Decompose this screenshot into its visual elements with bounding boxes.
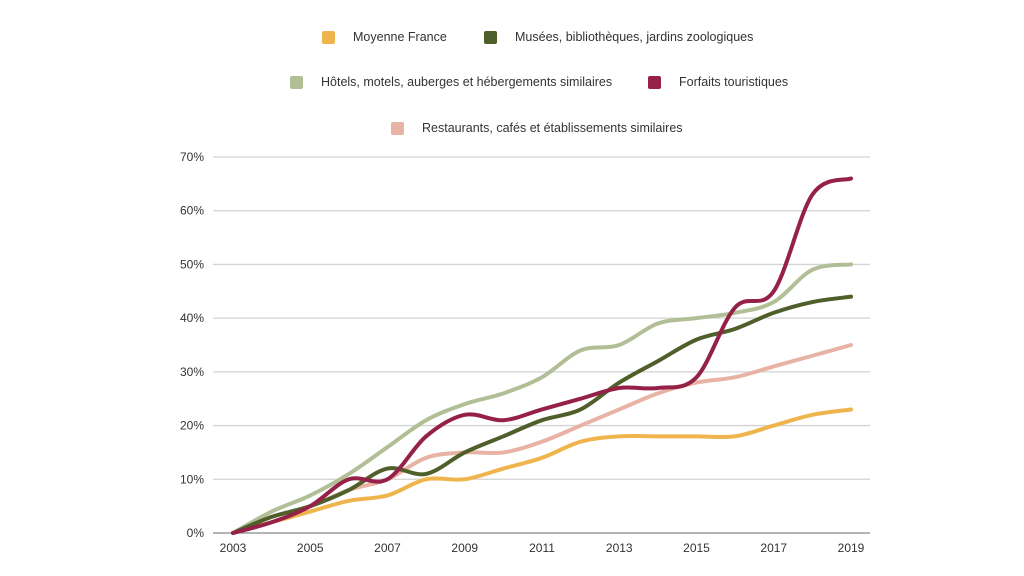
series-line-3 — [231, 176, 853, 535]
legend-swatch — [290, 75, 303, 89]
legend-label: Hôtels, motels, auberges et hébergements… — [321, 75, 613, 89]
x-tick-label: 2005 — [297, 541, 324, 555]
x-tick-label: 2019 — [838, 541, 865, 555]
legend-swatch — [484, 30, 497, 44]
legend-label: Forfaits touristiques — [679, 75, 789, 89]
series-line-1 — [231, 294, 853, 535]
legend-swatch — [322, 30, 335, 44]
x-tick-label: 2009 — [451, 541, 478, 555]
legend-label: Restaurants, cafés et établissements sim… — [422, 121, 683, 135]
y-tick-label: 0% — [187, 526, 205, 540]
legend-item-musees[interactable]: Musées, bibliothèques, jardins zoologiqu… — [484, 30, 753, 44]
series-line-4 — [231, 343, 853, 535]
y-tick-label: 20% — [180, 419, 204, 433]
legend-item-hotels[interactable]: Hôtels, motels, auberges et hébergements… — [290, 75, 612, 89]
y-tick-label: 60% — [180, 204, 204, 218]
x-tick-label: 2011 — [529, 541, 555, 555]
y-tick-label: 30% — [180, 365, 204, 379]
legend-item-restaurants[interactable]: Restaurants, cafés et établissements sim… — [391, 121, 683, 135]
x-tick-label: 2007 — [374, 541, 401, 555]
x-tick-label: 2003 — [220, 541, 247, 555]
legend-item-forfaits[interactable]: Forfaits touristiques — [648, 75, 788, 89]
y-tick-label: 50% — [180, 257, 204, 271]
x-tick-label: 2013 — [606, 541, 633, 555]
legend-swatch — [391, 121, 404, 135]
legend-swatch — [648, 75, 661, 89]
y-tick-label: 70% — [180, 150, 204, 164]
x-tick-label: 2015 — [683, 541, 710, 555]
y-tick-label: 40% — [180, 311, 204, 325]
legend-item-moyenne-france[interactable]: Moyenne France — [322, 30, 447, 44]
x-tick-label: 2017 — [760, 541, 787, 555]
legend-label: Moyenne France — [353, 30, 447, 44]
legend-label: Musées, bibliothèques, jardins zoologiqu… — [515, 30, 754, 44]
series-line-0 — [231, 407, 853, 535]
series-line-2 — [231, 262, 853, 535]
y-tick-label: 10% — [180, 472, 204, 486]
